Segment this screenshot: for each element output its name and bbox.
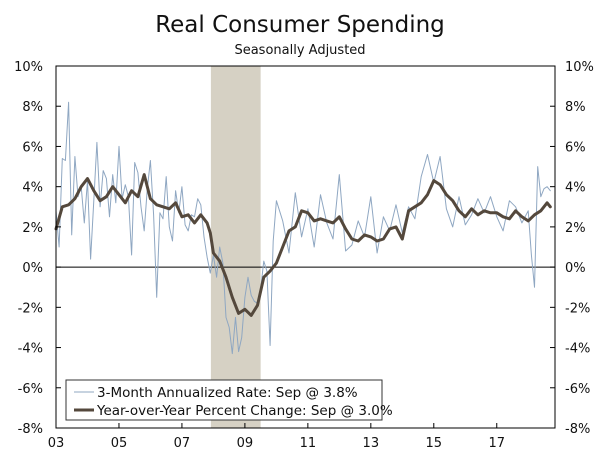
y-tick-label-left: 4% xyxy=(22,181,43,196)
series-3-month-annualized-line xyxy=(55,101,551,355)
y-tick-label-left: 10% xyxy=(14,60,43,75)
y-tick-label-right: 10% xyxy=(565,60,594,75)
x-tick-label: 09 xyxy=(237,436,254,451)
y-tick-label-left: -4% xyxy=(18,342,43,357)
y-tick-label-left: 2% xyxy=(22,221,43,236)
y-tick-label-left: -8% xyxy=(18,422,43,437)
legend: 3-Month Annualized Rate: Sep @ 3.8% Year-… xyxy=(65,379,393,421)
legend-label-3-month: 3-Month Annualized Rate: Sep @ 3.8% xyxy=(97,385,358,401)
y-tick-label-left: -6% xyxy=(18,382,43,397)
x-tick-label: 03 xyxy=(48,436,65,451)
y-tick-label-left: 6% xyxy=(22,140,43,155)
y-tick-label-left: 0% xyxy=(22,261,43,276)
y-tick-label-right: 2% xyxy=(565,221,586,236)
chart-title: Real Consumer Spending xyxy=(155,12,445,38)
y-tick-label-left: -2% xyxy=(18,301,43,316)
x-tick-label: 05 xyxy=(111,436,128,451)
y-tick-label-right: 6% xyxy=(565,140,586,155)
x-tick-label: 17 xyxy=(488,436,505,451)
x-tick-label: 15 xyxy=(426,436,443,451)
y-tick-label-right: -4% xyxy=(565,342,590,357)
y-tick-label-right: 4% xyxy=(565,181,586,196)
y-tick-label-right: -2% xyxy=(565,301,590,316)
x-tick-label: 07 xyxy=(174,436,191,451)
x-tick-label: 13 xyxy=(363,436,380,451)
recession-shading xyxy=(210,66,261,428)
series-year-over-year-line xyxy=(54,173,552,317)
y-tick-label-right: -6% xyxy=(565,382,590,397)
legend-label-year-over-year: Year-over-Year Percent Change: Sep @ 3.0… xyxy=(96,403,393,419)
plot-frame xyxy=(55,65,556,429)
chart-subtitle: Seasonally Adjusted xyxy=(234,43,366,58)
y-tick-label-right: 0% xyxy=(565,261,586,276)
legend-box xyxy=(65,379,383,421)
x-tick-label: 11 xyxy=(300,436,317,451)
y-tick-label-right: 8% xyxy=(565,100,586,115)
y-tick-label-left: 8% xyxy=(22,100,43,115)
y-tick-label-right: -8% xyxy=(565,422,590,437)
